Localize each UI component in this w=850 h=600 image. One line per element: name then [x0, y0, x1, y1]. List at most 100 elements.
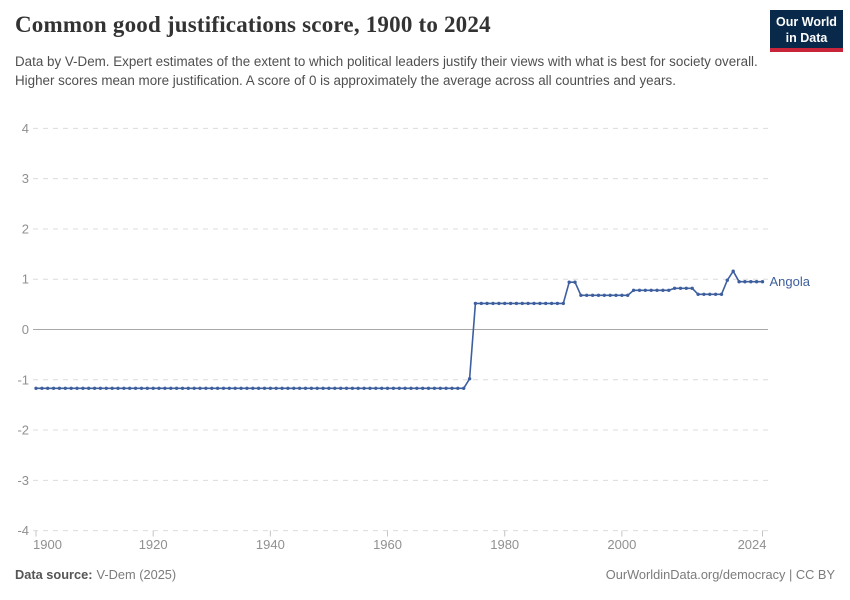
data-point — [713, 292, 718, 296]
data-point — [268, 386, 273, 390]
data-point — [655, 288, 659, 292]
data-point — [462, 386, 466, 390]
data-point — [684, 286, 688, 290]
data-point — [456, 386, 460, 390]
data-point — [92, 386, 97, 390]
y-axis-tick-label: 2 — [22, 221, 29, 236]
data-point — [239, 386, 243, 390]
data-point — [450, 386, 454, 390]
y-axis-tick-label: 3 — [22, 171, 29, 186]
data-point — [544, 301, 548, 306]
credit-link[interactable]: OurWorldinData.org/democracy | CC BY — [605, 567, 835, 582]
data-point — [63, 386, 67, 390]
data-point — [81, 386, 85, 390]
data-point — [626, 293, 630, 297]
data-point — [315, 386, 319, 390]
data-point — [649, 288, 653, 292]
data-point — [661, 288, 665, 292]
data-point — [133, 386, 138, 390]
data-point — [719, 292, 724, 296]
data-point — [579, 293, 583, 297]
data-point — [40, 386, 44, 390]
data-point — [614, 293, 618, 297]
data-point — [491, 301, 495, 306]
x-axis-tick-label: 1900 — [33, 537, 62, 552]
data-point — [339, 386, 343, 390]
data-point — [678, 286, 683, 290]
data-point — [110, 386, 114, 390]
data-point — [585, 293, 589, 297]
data-point — [749, 280, 753, 284]
y-axis-tick-label: 4 — [22, 121, 29, 136]
data-point — [444, 386, 448, 390]
data-source-value: V-Dem (2025) — [96, 567, 177, 582]
data-point — [725, 278, 729, 282]
data-point — [485, 301, 489, 306]
data-point — [421, 386, 425, 390]
data-point — [608, 293, 612, 297]
data-point — [151, 386, 155, 390]
data-point — [122, 386, 126, 390]
data-point — [731, 269, 735, 273]
data-point — [667, 288, 671, 292]
data-point — [286, 386, 290, 390]
data-point — [116, 386, 120, 390]
data-point — [245, 386, 249, 390]
y-axis-tick-label: 0 — [22, 322, 29, 337]
page-title: Common good justifications score, 1900 t… — [15, 12, 491, 37]
data-point — [497, 301, 501, 306]
data-point — [514, 301, 519, 306]
data-point — [561, 301, 565, 306]
data-point — [356, 386, 360, 390]
data-point — [690, 286, 694, 290]
data-point — [174, 386, 179, 390]
data-point — [596, 293, 601, 297]
data-source: Data source: V-Dem (2025) — [15, 567, 176, 582]
data-point — [198, 386, 202, 390]
data-point — [573, 280, 577, 284]
data-point — [210, 386, 214, 390]
data-point — [157, 386, 161, 390]
data-point — [180, 386, 185, 390]
data-point — [139, 386, 144, 390]
data-point — [391, 386, 396, 390]
y-axis-tick-label: -3 — [17, 473, 29, 488]
data-point — [696, 292, 700, 296]
data-point — [567, 280, 571, 284]
x-axis-tick-label: 1980 — [490, 537, 519, 552]
data-point — [538, 301, 542, 306]
data-point — [479, 301, 483, 306]
data-point — [75, 386, 79, 390]
owid-logo[interactable]: Our World in Data — [770, 10, 843, 52]
data-point — [333, 386, 337, 390]
data-point — [321, 386, 325, 390]
data-point — [397, 386, 401, 390]
data-point — [380, 386, 384, 390]
y-axis-tick-label: 1 — [22, 272, 29, 287]
y-axis-tick-label: -4 — [17, 523, 29, 538]
data-source-label: Data source: — [15, 567, 93, 582]
data-point — [473, 301, 478, 306]
data-point — [602, 293, 606, 297]
data-point — [292, 386, 296, 390]
data-point — [532, 301, 536, 306]
data-point — [221, 386, 226, 390]
data-point — [426, 386, 431, 390]
data-point — [87, 386, 91, 390]
series-label-angola: Angola — [770, 274, 811, 289]
data-point — [672, 286, 677, 290]
data-point — [98, 386, 103, 390]
data-point — [297, 386, 302, 390]
x-axis-tick-label: 2000 — [607, 537, 636, 552]
data-point — [104, 386, 109, 390]
data-point — [368, 386, 372, 390]
data-point — [350, 386, 355, 390]
data-point — [274, 386, 278, 390]
data-point — [403, 386, 407, 390]
data-point — [57, 386, 62, 390]
data-point — [192, 386, 196, 390]
owid-logo-line1: Our World — [776, 15, 837, 29]
data-point — [215, 386, 220, 390]
